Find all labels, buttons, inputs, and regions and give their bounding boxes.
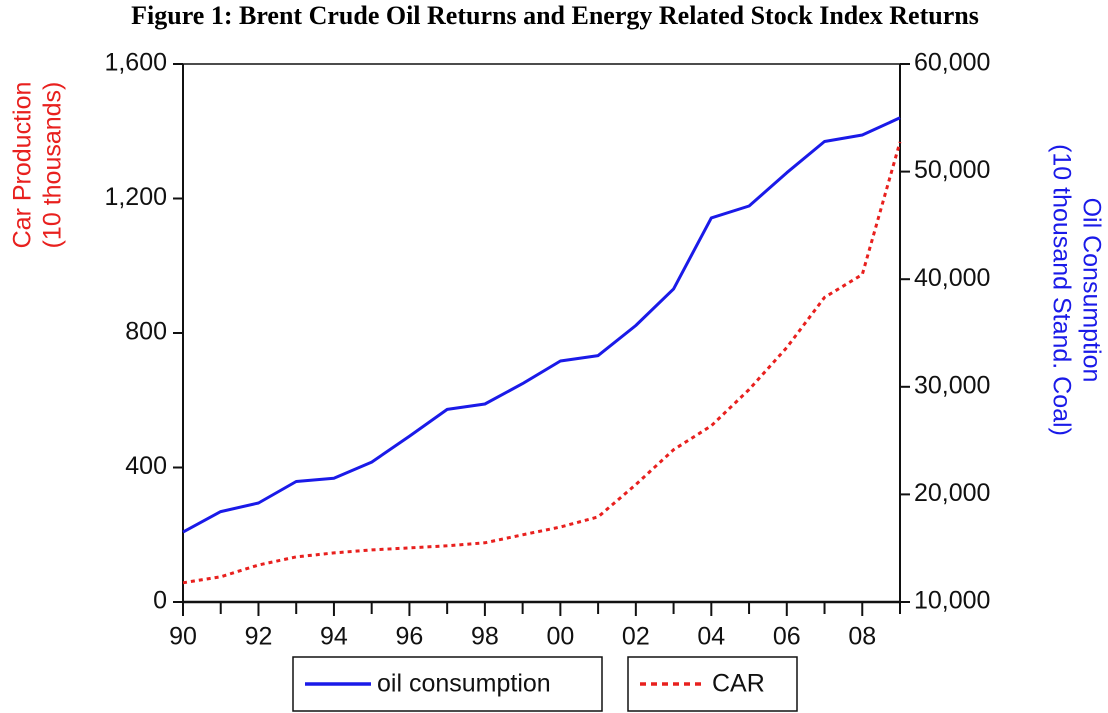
y-tick-label: 1,600 [104,49,167,77]
x-tick-label: 98 [471,623,499,651]
y-axis-label: Car Production [9,82,37,249]
x-tick-label: 08 [848,623,876,651]
y2-tick-label: 60,000 [914,49,990,77]
series-line [182,141,902,585]
x-tick-label: 94 [320,623,348,651]
plot-frame [182,63,901,603]
y2-axis-label: Oil Consumption [1077,198,1105,383]
legend-label: CAR [712,670,765,698]
y2-tick-label: 30,000 [914,371,990,399]
x-tick-label: 96 [396,623,424,651]
y2-axis-label: (10 thousand Stand. Coal) [1047,144,1075,436]
x-tick-label: 00 [546,623,574,651]
y-tick-label: 1,200 [104,183,167,211]
y2-tick-label: 40,000 [914,264,990,292]
chart-title: Figure 1: Brent Crude Oil Returns and En… [131,1,979,30]
series-line [182,116,901,534]
y-tick-label: 0 [153,587,167,615]
x-tick-label: 04 [697,623,725,651]
x-tick-label: 06 [773,623,801,651]
y-tick-label: 400 [125,452,167,480]
y2-tick-label: 50,000 [914,156,990,184]
legend-label: oil consumption [377,670,551,698]
x-tick-label: 02 [622,623,650,651]
y2-tick-label: 10,000 [914,587,990,615]
y-tick-label: 800 [125,318,167,346]
x-tick-label: 90 [169,623,197,651]
y-axis-label: (10 thousands) [39,82,67,249]
y2-tick-label: 20,000 [914,479,990,507]
x-tick-label: 92 [245,623,273,651]
